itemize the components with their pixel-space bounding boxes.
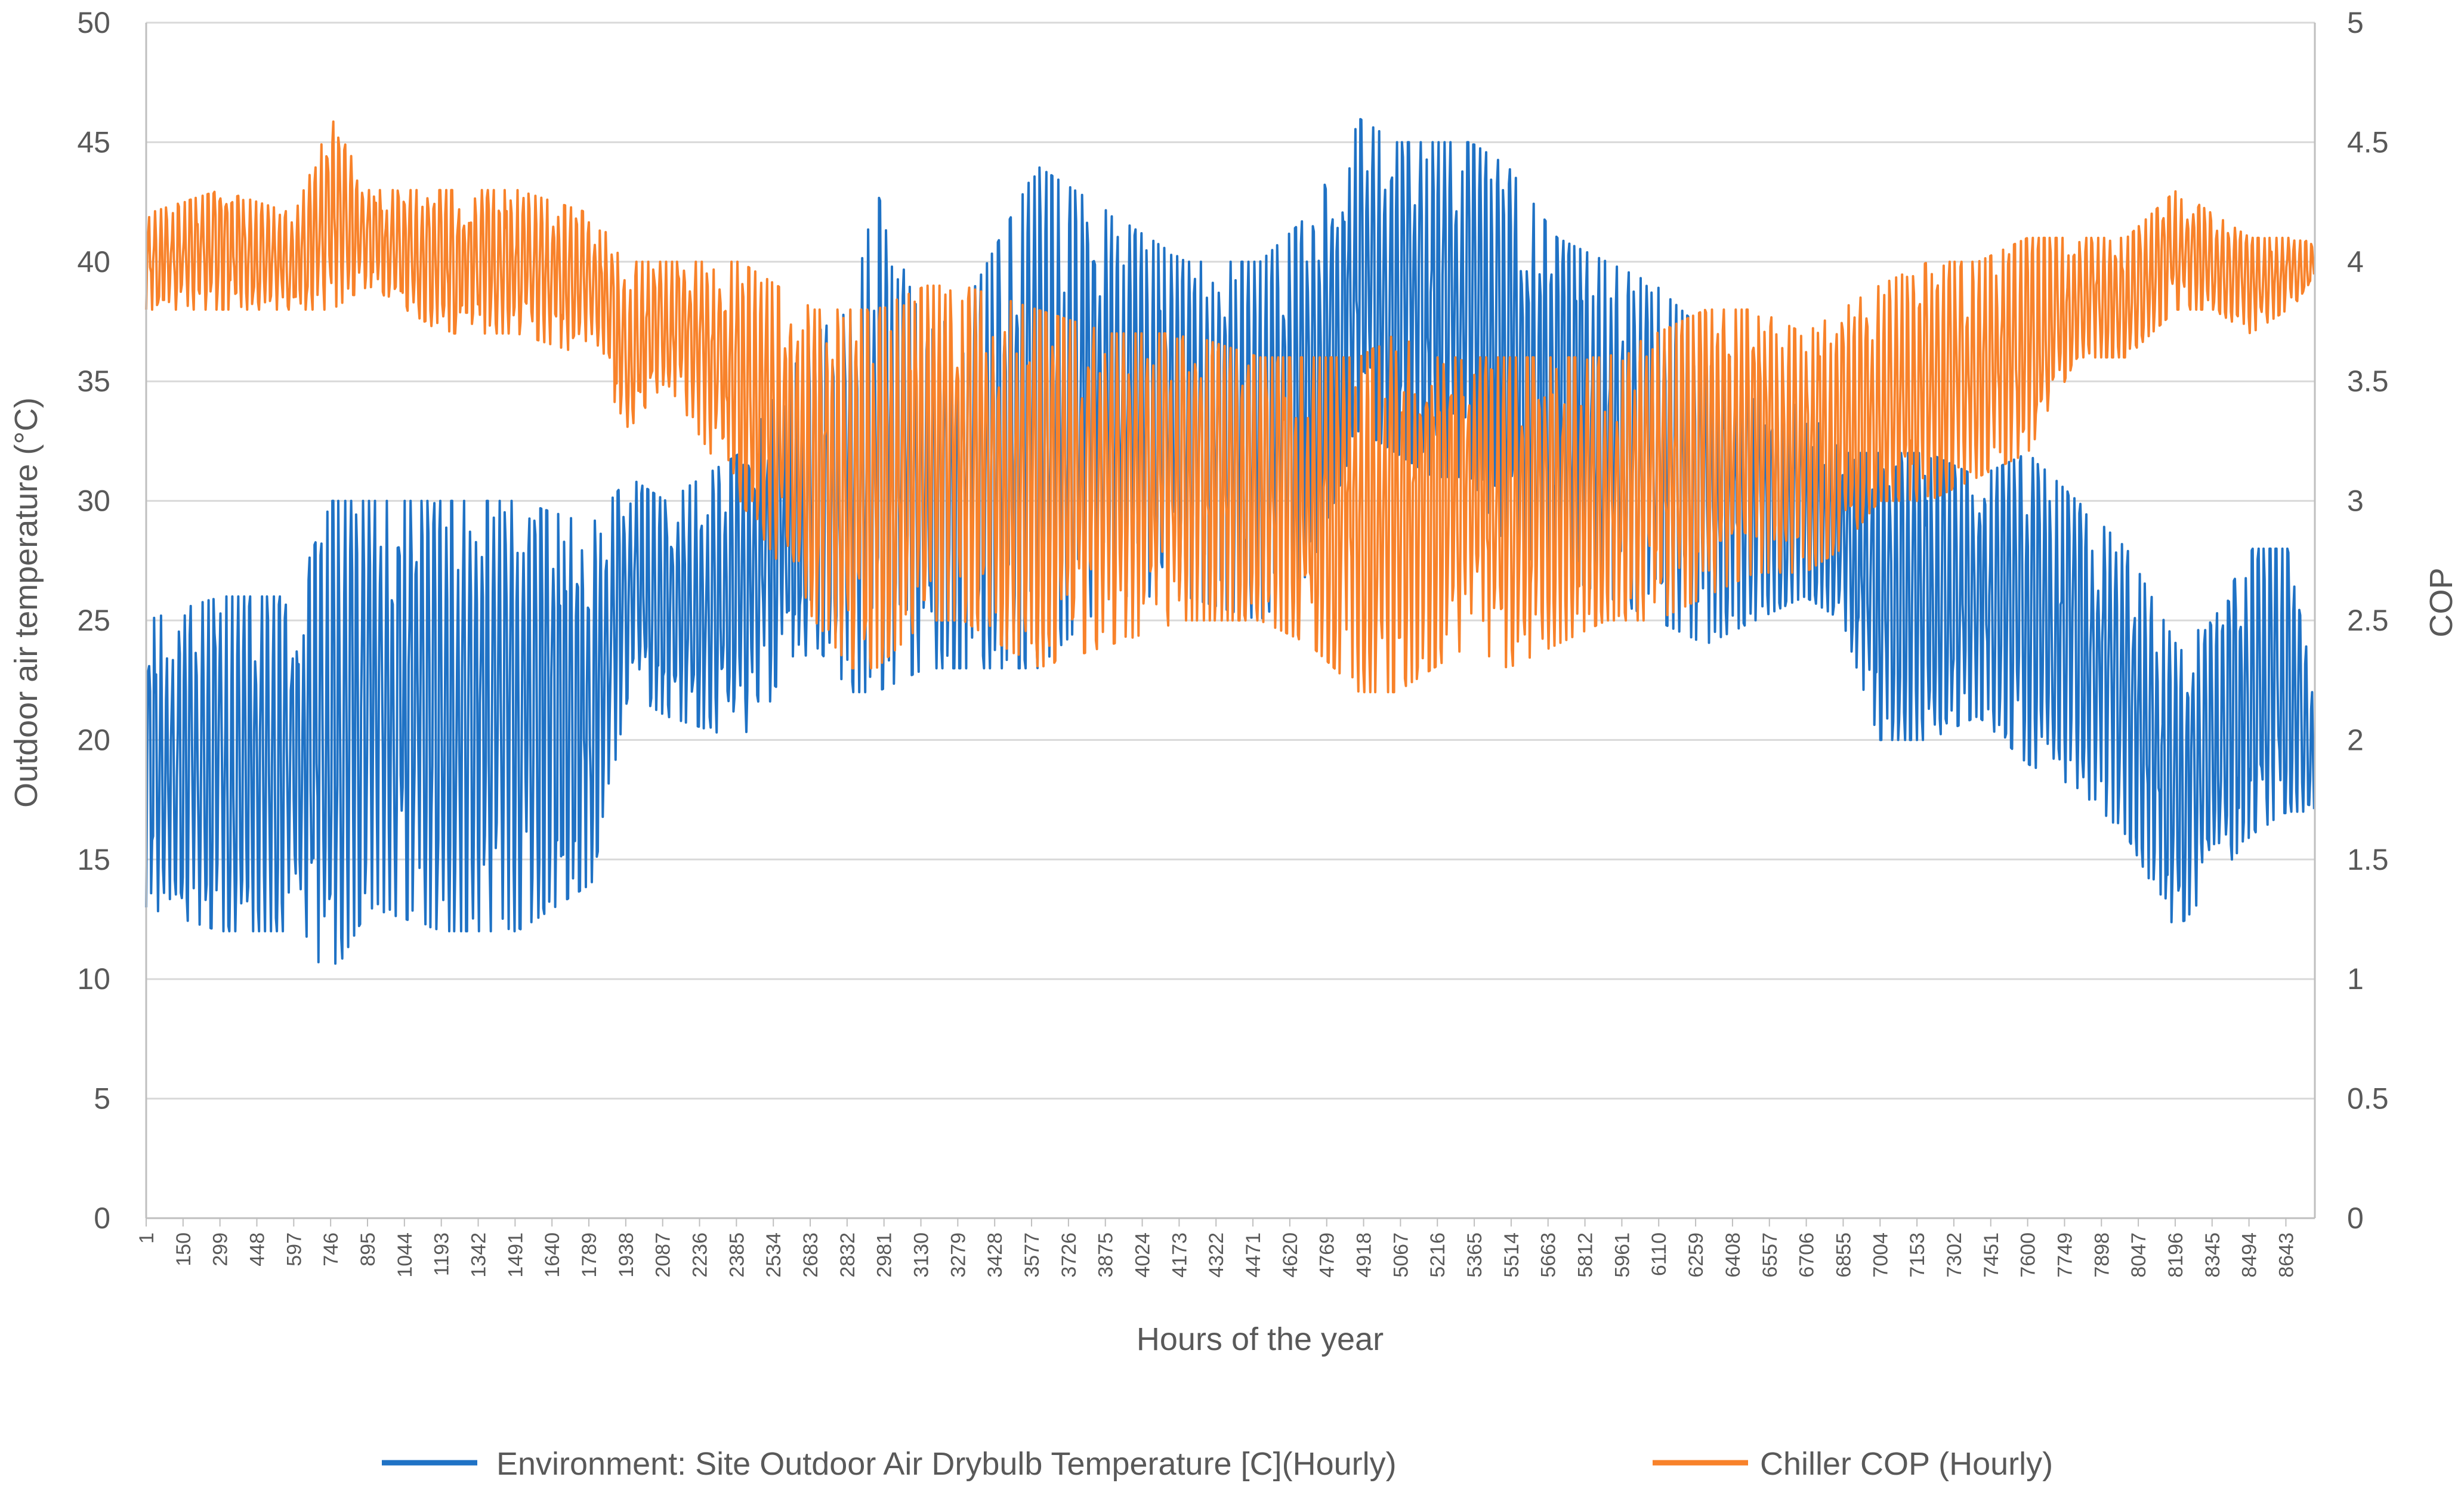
x-tick-label: 4918	[1353, 1232, 1376, 1278]
y-tick-left-label: 0	[94, 1201, 110, 1235]
y-tick-right-label: 4.5	[2347, 125, 2389, 159]
x-tick-label: 1044	[394, 1232, 416, 1278]
y-tick-right-label: 1.5	[2347, 843, 2389, 876]
y-tick-left-label: 40	[77, 245, 110, 279]
x-tick-label: 7302	[1943, 1232, 1966, 1278]
x-tick-label: 1	[135, 1232, 158, 1244]
x-tick-label: 2385	[725, 1232, 748, 1278]
x-tick-label: 4173	[1168, 1232, 1191, 1278]
x-tick-label: 4620	[1279, 1232, 1302, 1278]
y-tick-right-label: 3.5	[2347, 364, 2389, 398]
x-tick-label: 6110	[1648, 1232, 1671, 1276]
y-tick-left-label: 35	[77, 364, 110, 398]
x-tick-label: 2087	[652, 1232, 675, 1278]
y-tick-left-label: 20	[77, 723, 110, 756]
x-tick-label: 8494	[2238, 1232, 2261, 1278]
x-tick-label: 448	[246, 1232, 269, 1266]
x-tick-label: 7004	[1869, 1232, 1892, 1278]
x-tick-label: 6706	[1796, 1232, 1818, 1278]
y-tick-right-label: 3	[2347, 484, 2364, 518]
x-tick-label: 5514	[1500, 1232, 1523, 1278]
x-tick-label: 3577	[1021, 1232, 1043, 1278]
x-tick-label: 7600	[2017, 1232, 2040, 1278]
y-tick-left-label: 30	[77, 484, 110, 518]
x-tick-label: 8047	[2128, 1232, 2150, 1278]
x-tick-label: 1193	[431, 1232, 453, 1276]
x-tick-label: 1789	[578, 1232, 601, 1278]
legend-label-temperature: Environment: Site Outdoor Air Drybulb Te…	[496, 1446, 1397, 1482]
x-tick-label: 8345	[2201, 1232, 2224, 1278]
x-tick-label: 4024	[1132, 1232, 1154, 1278]
x-tick-label: 3726	[1058, 1232, 1080, 1278]
x-tick-label: 7898	[2091, 1232, 2113, 1278]
x-tick-label: 2981	[873, 1232, 896, 1278]
x-tick-label: 7153	[1906, 1232, 1929, 1278]
x-axis-title: Hours of the year	[1137, 1321, 1384, 1357]
x-tick-label: 5812	[1574, 1232, 1597, 1278]
x-tick-label: 3279	[947, 1232, 969, 1278]
y-tick-right-label: 4	[2347, 245, 2364, 279]
x-tick-labels: 1 150 299 448 597 746 895 1044 1193 1342 1491 1640 1…	[135, 1218, 2298, 1278]
x-tick-label: 4471	[1242, 1232, 1265, 1278]
y-tick-left-label: 45	[77, 125, 110, 159]
plot-series	[145, 118, 2315, 965]
x-tick-label: 1342	[468, 1232, 490, 1278]
y-tick-left-label: 15	[77, 843, 110, 876]
y-tick-left-label: 5	[94, 1082, 110, 1116]
x-tick-label: 1938	[615, 1232, 638, 1278]
y-axis-right-title: COP	[2423, 567, 2459, 637]
y-tick-right-label: 0	[2347, 1201, 2364, 1235]
x-tick-label: 4322	[1205, 1232, 1228, 1278]
x-tick-label: 6259	[1685, 1232, 1707, 1278]
x-tick-label: 2683	[799, 1232, 822, 1278]
y-tick-right-label: 1	[2347, 962, 2364, 996]
x-tick-label: 746	[320, 1232, 342, 1266]
y-tick-left-label: 25	[77, 604, 110, 637]
y-tick-left-label: 50	[77, 6, 110, 39]
y-tick-right-label: 0.5	[2347, 1082, 2389, 1116]
x-tick-label: 3428	[984, 1232, 1006, 1278]
x-tick-label: 6557	[1759, 1232, 1781, 1278]
x-tick-label: 5961	[1611, 1232, 1634, 1278]
x-tick-label: 1491	[504, 1232, 527, 1278]
x-tick-label: 5365	[1463, 1232, 1486, 1278]
x-tick-label: 2534	[762, 1232, 785, 1278]
x-tick-label: 5216	[1426, 1232, 1449, 1278]
x-tick-label: 150	[172, 1232, 195, 1266]
y-tick-right-label: 2	[2347, 723, 2364, 756]
left-y-tick-labels: 0 5 10 15 20 25 30 35 40 45 50	[77, 6, 110, 1235]
y-tick-right-label: 2.5	[2347, 604, 2389, 637]
x-tick-label: 895	[357, 1232, 379, 1266]
y-tick-right-label: 5	[2347, 6, 2364, 39]
right-y-tick-labels: 0 0.5 1 1.5 2 2.5 3 3.5 4 4.5 5	[2347, 6, 2389, 1235]
series-line-chiller-cop	[145, 120, 2315, 694]
x-tick-label: 6855	[1832, 1232, 1855, 1278]
x-tick-label: 597	[283, 1232, 305, 1266]
y-tick-left-label: 10	[77, 962, 110, 996]
legend: Environment: Site Outdoor Air Drybulb Te…	[382, 1446, 2053, 1482]
x-tick-label: 4769	[1316, 1232, 1339, 1278]
x-tick-label: 6408	[1722, 1232, 1744, 1278]
x-tick-label: 7451	[1980, 1232, 2003, 1278]
series-line-outdoor-temperature	[145, 118, 2315, 965]
x-tick-label: 7749	[2054, 1232, 2076, 1278]
x-tick-label: 2236	[689, 1232, 712, 1278]
x-tick-label: 5067	[1390, 1232, 1412, 1278]
x-tick-label: 3130	[910, 1232, 933, 1278]
x-tick-label: 1640	[541, 1232, 564, 1278]
x-tick-label: 5663	[1537, 1232, 1560, 1278]
x-tick-label: 8196	[2165, 1232, 2187, 1278]
x-tick-label: 3875	[1095, 1232, 1117, 1278]
y-axis-left-title: Outdoor air temperature (°C)	[8, 397, 44, 808]
legend-label-cop: Chiller COP (Hourly)	[1760, 1446, 2053, 1482]
x-tick-label: 2832	[836, 1232, 859, 1278]
x-tick-label: 8643	[2275, 1232, 2298, 1278]
x-tick-label: 299	[209, 1232, 232, 1266]
